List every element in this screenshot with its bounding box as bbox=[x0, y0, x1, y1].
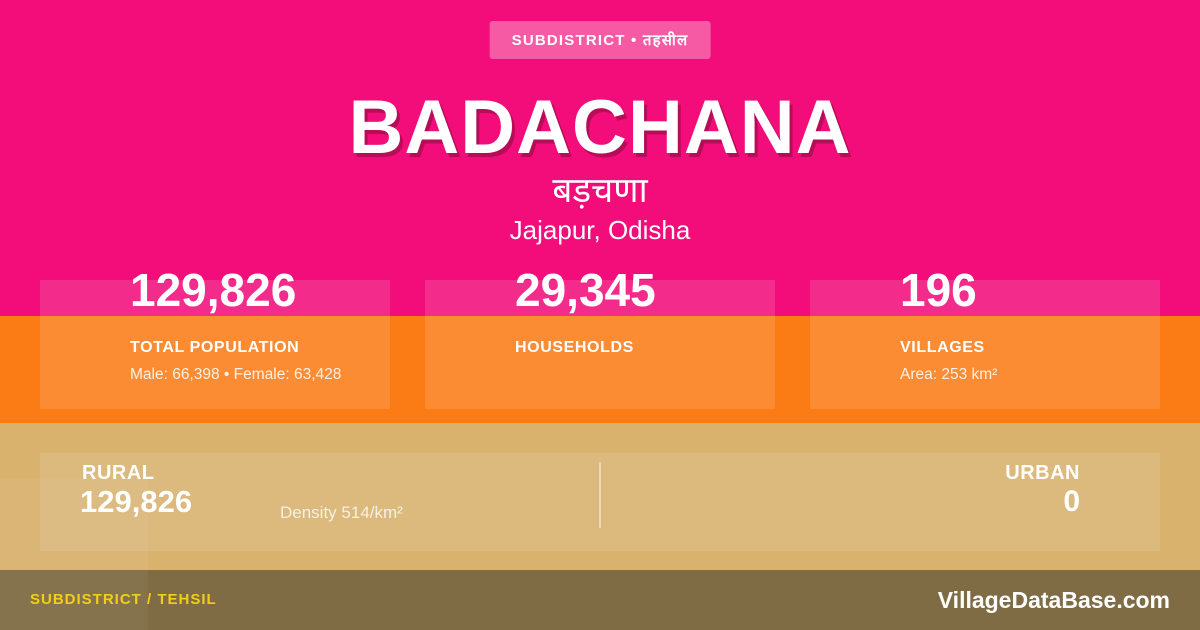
stat-label: TOTAL POPULATION bbox=[130, 339, 300, 356]
stat-label: HOUSEHOLDS bbox=[515, 339, 634, 356]
stat-card-households: 29,345 HOUSEHOLDS bbox=[425, 267, 775, 409]
native-name-title: बड़चणा bbox=[552, 171, 648, 210]
stat-label: VILLAGES bbox=[900, 339, 985, 356]
footer-type-label: SUBDISTRICT / TEHSIL bbox=[30, 591, 217, 608]
stat-value: 29,345 bbox=[515, 264, 656, 316]
location-subtitle: Jajapur, Odisha bbox=[509, 215, 691, 245]
type-badge: SUBDISTRICT • तहसील bbox=[489, 21, 711, 59]
tan-band bbox=[0, 423, 1200, 570]
density-text: Density 514/km² bbox=[280, 503, 403, 522]
urban-value: 0 bbox=[1063, 485, 1080, 518]
stat-detail: Male: 66,398 • Female: 63,428 bbox=[130, 366, 342, 383]
rural-value: 129,826 bbox=[80, 484, 193, 519]
stat-card-villages: 196 VILLAGES Area: 253 km² bbox=[810, 267, 1160, 409]
urban-label: URBAN bbox=[1005, 462, 1080, 484]
decorative-rectangle bbox=[0, 478, 148, 630]
rural-label: RURAL bbox=[82, 462, 155, 484]
orange-band bbox=[0, 316, 1200, 423]
rural-urban-panel: RURAL 129,826 Density 514/km² URBAN 0 bbox=[40, 453, 1160, 551]
stat-detail: Area: 253 km² bbox=[900, 366, 998, 383]
site-brand: VillageDataBase.com bbox=[937, 587, 1170, 613]
vertical-divider bbox=[599, 462, 601, 528]
footer-band bbox=[0, 570, 1200, 630]
page-title: BADACHANA bbox=[348, 85, 852, 170]
stat-value: 196 bbox=[900, 264, 977, 316]
stat-value: 129,826 bbox=[130, 264, 297, 316]
stat-card-population: 129,826 TOTAL POPULATION Male: 66,398 • … bbox=[40, 267, 390, 409]
